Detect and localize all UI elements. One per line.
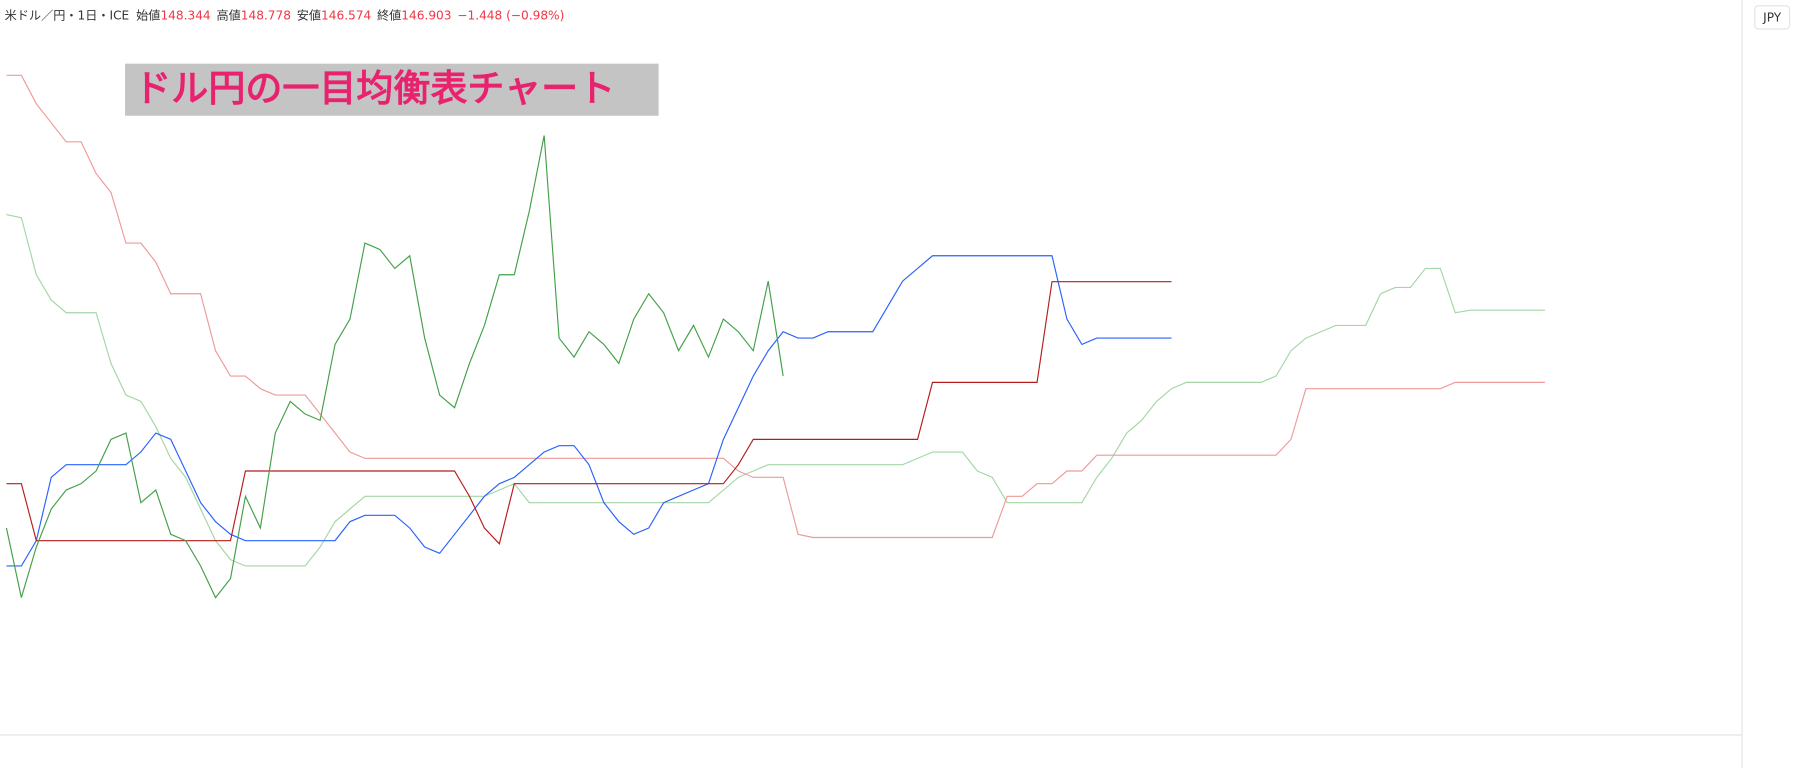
header-text: −1.448 (−0.98%) (457, 9, 564, 23)
header-text: 146.574 (321, 9, 371, 23)
header-text: 148.778 (241, 9, 291, 23)
header: 米ドル／円・1日・ICE 始値 148.344 高値 148.778 安値 146.574 終… (5, 8, 565, 23)
currency-box (1754, 5, 1791, 30)
header-text: 終値 (377, 8, 401, 23)
indicator-line (6, 281, 1172, 545)
title-box (125, 63, 659, 116)
price-axis-bg (1742, 0, 1815, 768)
chart-title: ドル円の一目均衡表チャート (134, 67, 615, 110)
header-text: 146.903 (401, 9, 451, 23)
header-text: 安値 (297, 8, 321, 23)
indicator-line (6, 255, 1172, 567)
header-text: 148.344 (160, 9, 210, 23)
span-b-line (6, 74, 1545, 539)
header-text: 高値 (216, 8, 240, 23)
currency: JPY (1762, 10, 1782, 24)
header-text: 米ドル／円・1日・ICE (5, 9, 130, 23)
indicator-line (5, 135, 784, 599)
header-text: 始値 (136, 8, 160, 23)
span-a-line (6, 214, 1545, 567)
lines (5, 135, 1172, 599)
cloud (6, 74, 1545, 567)
